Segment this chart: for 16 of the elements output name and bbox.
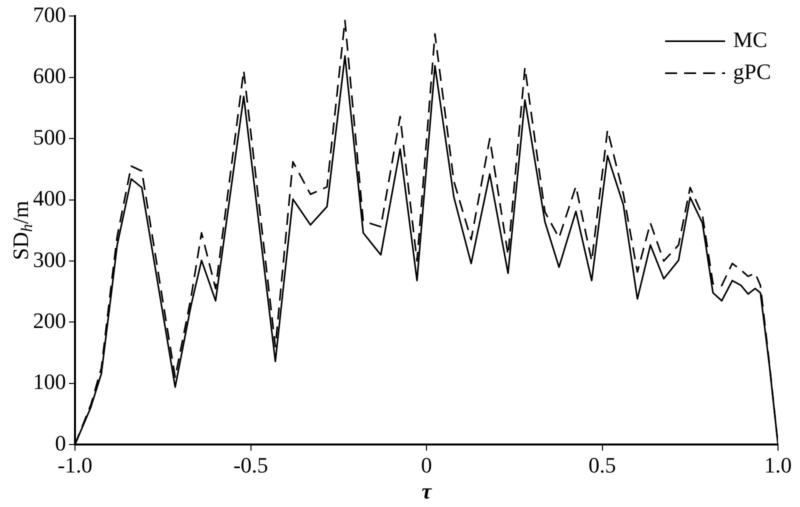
y-tick-label: 400 bbox=[33, 186, 66, 211]
y-tick-label: 200 bbox=[33, 308, 66, 333]
y-tick-label: 300 bbox=[33, 246, 66, 272]
legend-label: gPC bbox=[733, 58, 772, 84]
x-tick-label: 0 bbox=[421, 452, 432, 478]
y-tick-label: 500 bbox=[33, 124, 66, 150]
y-tick-label: 100 bbox=[33, 369, 66, 394]
y-tick-label: 700 bbox=[33, 2, 66, 27]
legend-label: MC bbox=[733, 26, 768, 52]
y-tick-label: 600 bbox=[33, 63, 66, 88]
x-tick-label: 1.0 bbox=[764, 452, 792, 478]
y-tick-label: 0 bbox=[55, 430, 66, 456]
x-tick-label: 0.5 bbox=[588, 452, 616, 478]
x-axis-title: τ bbox=[422, 478, 433, 504]
x-tick-label: -0.5 bbox=[233, 452, 268, 478]
x-tick-label: -1.0 bbox=[58, 452, 92, 478]
